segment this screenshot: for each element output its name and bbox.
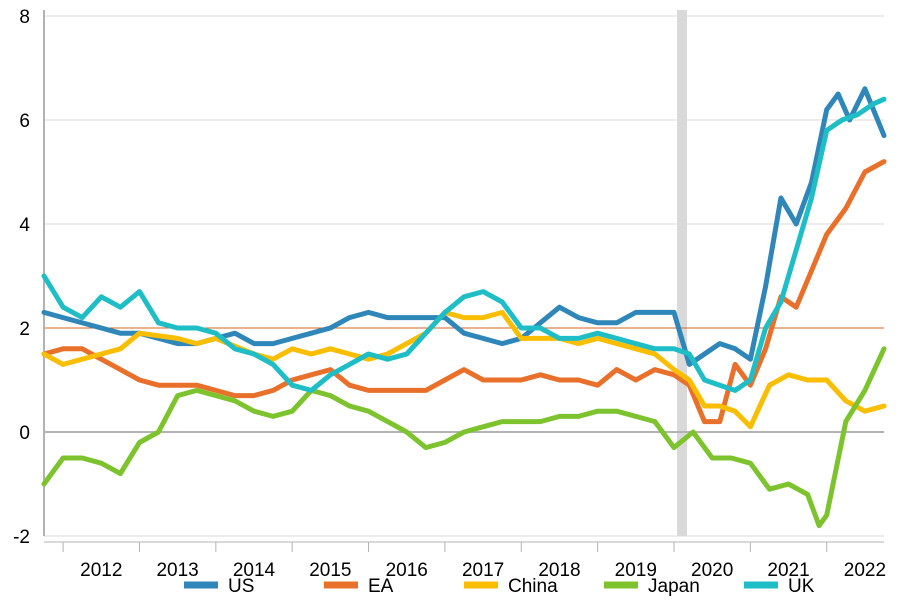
y-tick-label: 4 bbox=[19, 215, 30, 236]
x-tick-label: 2016 bbox=[386, 560, 428, 581]
series-line-us bbox=[41, 86, 887, 367]
x-tick-label: 2015 bbox=[309, 560, 351, 581]
y-tick-label: 0 bbox=[19, 423, 30, 444]
y-tick-label: 8 bbox=[19, 7, 30, 28]
y-tick-label: 6 bbox=[19, 111, 30, 132]
x-tick-label: 2022 bbox=[844, 560, 886, 581]
legend-label-us: US bbox=[228, 576, 254, 597]
x-tick-label: 2021 bbox=[767, 560, 809, 581]
legend-label-japan: Japan bbox=[648, 576, 700, 597]
x-tick-label: 2012 bbox=[80, 560, 122, 581]
shaded-band bbox=[677, 10, 687, 536]
series-line-uk bbox=[41, 96, 887, 393]
series-line-ea bbox=[41, 159, 887, 425]
series-line-japan bbox=[41, 346, 887, 529]
axes: -2 0 2 4 6 8 2012 2013 2014 2015 2016 2017 2018 2019 2… bbox=[13, 7, 886, 581]
x-tick-label: 2020 bbox=[691, 560, 733, 581]
legend-label-china: China bbox=[508, 576, 558, 597]
x-tick-label: 2014 bbox=[233, 560, 276, 581]
series-lines bbox=[41, 86, 887, 529]
shaded-band-rect bbox=[677, 10, 687, 536]
legend-label-uk: UK bbox=[788, 576, 815, 597]
gridlines bbox=[44, 15, 884, 537]
legend: US EA China Japan UK bbox=[184, 576, 815, 597]
x-tick-label: 2017 bbox=[462, 560, 504, 581]
x-tick-label: 2018 bbox=[538, 560, 580, 581]
x-tick-label: 2019 bbox=[615, 560, 657, 581]
x-tick-label: 2013 bbox=[156, 560, 198, 581]
legend-label-ea: EA bbox=[368, 576, 394, 597]
y-tick-label: 2 bbox=[19, 319, 30, 340]
y-tick-label: -2 bbox=[13, 527, 30, 548]
series-line-china bbox=[41, 309, 887, 430]
